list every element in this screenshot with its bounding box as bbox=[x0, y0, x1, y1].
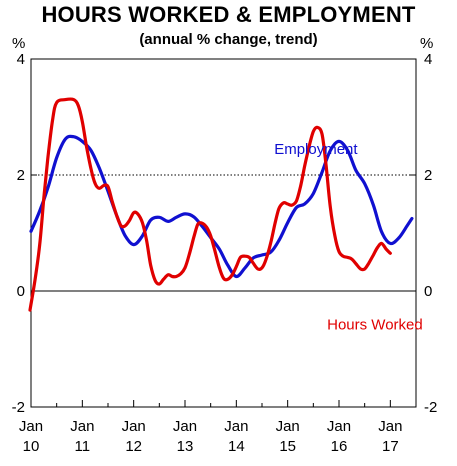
y-tick-label-left: -2 bbox=[12, 399, 25, 416]
x-tick-label: Jan bbox=[276, 418, 300, 435]
x-tick-label-year: 14 bbox=[228, 438, 245, 455]
x-tick-label-year: 12 bbox=[125, 438, 142, 455]
chart-title: HOURS WORKED & EMPLOYMENT bbox=[41, 2, 416, 27]
y-tick-label-left: 0 bbox=[17, 283, 25, 300]
y-tick-label-left: 2 bbox=[17, 167, 25, 184]
plot-frame bbox=[30, 58, 417, 408]
label-employment: Employment bbox=[274, 141, 358, 158]
chart-subtitle: (annual % change, trend) bbox=[139, 31, 318, 48]
x-tick-label-year: 13 bbox=[177, 438, 194, 455]
x-tick-label: Jan bbox=[19, 418, 43, 435]
series-line-hours-worked bbox=[28, 97, 392, 312]
y-tick-label-right: -2 bbox=[424, 399, 437, 416]
axes: -2 -2 0 0 2 2 4 4 Jan 10 Jan 11 Jan 12 Jan 13 Jan 14 Jan 15… bbox=[12, 51, 438, 455]
series-line-employment bbox=[29, 134, 414, 279]
y-tick-label-right: 2 bbox=[424, 167, 432, 184]
label-hours-worked: Hours Worked bbox=[327, 317, 423, 334]
x-tick-label: Jan bbox=[327, 418, 351, 435]
x-tick-label: Jan bbox=[70, 418, 94, 435]
y-tick-label-left: 4 bbox=[17, 51, 25, 68]
y-tick-label-right: 0 bbox=[424, 283, 432, 300]
x-tick-label: Jan bbox=[378, 418, 402, 435]
x-tick-label-year: 11 bbox=[75, 438, 91, 455]
y-tick-label-right: 4 bbox=[424, 51, 432, 68]
x-tick-label-year: 17 bbox=[382, 438, 399, 455]
y-unit-left: % bbox=[12, 35, 25, 52]
x-tick-label: Jan bbox=[224, 418, 248, 435]
x-tick-label-year: 10 bbox=[23, 438, 40, 455]
x-tick-label: Jan bbox=[122, 418, 146, 435]
annotation-layer: Employment Hours Worked bbox=[274, 141, 423, 334]
x-tick-label-year: 15 bbox=[279, 438, 296, 455]
y-unit-right: % bbox=[420, 35, 433, 52]
x-tick-label: Jan bbox=[173, 418, 197, 435]
series-layer bbox=[28, 97, 414, 312]
x-tick-label-year: 16 bbox=[331, 438, 348, 455]
